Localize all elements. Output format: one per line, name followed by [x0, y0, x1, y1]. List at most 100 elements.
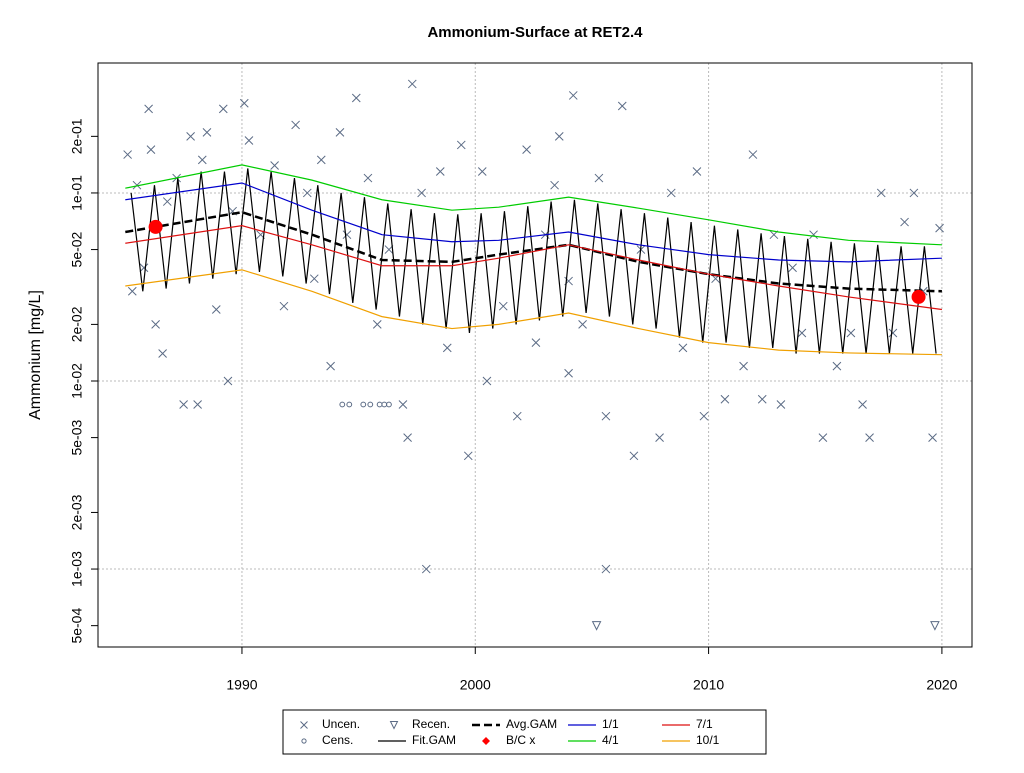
legend-label: Recen.	[412, 717, 450, 731]
legend-label: Uncen.	[322, 717, 360, 731]
point	[403, 433, 412, 442]
series-line	[125, 225, 942, 311]
point	[339, 401, 346, 408]
y-tick-label: 2e-01	[69, 118, 85, 154]
point	[739, 361, 748, 371]
point	[522, 145, 531, 154]
point	[692, 167, 702, 176]
point	[367, 401, 374, 408]
point	[564, 368, 573, 378]
legend: Uncen. Cens. Recen. Fit.GAM Avg.GAM B/C x 1/1 4…	[300, 717, 720, 747]
legend-label: Cens.	[322, 733, 353, 747]
legend-label: 7/1	[696, 717, 713, 731]
y-tick-label: 1e-02	[69, 363, 85, 399]
point	[482, 376, 492, 386]
chart-title: Ammonium-Surface at RET2.4	[427, 24, 643, 41]
point	[809, 230, 818, 240]
point	[930, 621, 940, 631]
y-tick-label: 1e-01	[69, 175, 85, 211]
point	[757, 394, 767, 404]
x-tick-label: 2010	[693, 677, 724, 693]
point	[531, 338, 541, 347]
point	[601, 564, 611, 574]
point	[363, 173, 373, 183]
point	[550, 180, 559, 190]
point	[346, 401, 353, 408]
point	[342, 230, 352, 240]
series-line	[130, 168, 937, 354]
legend-label: Avg.GAM	[506, 717, 557, 731]
point	[127, 286, 137, 296]
legend-swatch	[300, 721, 308, 729]
point	[123, 150, 132, 159]
point	[316, 155, 326, 165]
point	[591, 621, 602, 631]
point	[594, 173, 604, 183]
y-tick-label: 2e-02	[69, 306, 85, 342]
legend-swatch	[301, 738, 307, 744]
point	[302, 188, 312, 198]
point	[818, 433, 828, 442]
point	[666, 188, 676, 198]
y-tick-label: 1e-03	[69, 551, 85, 587]
point	[788, 263, 797, 273]
point	[162, 197, 172, 206]
legend-label: B/C x	[506, 733, 535, 747]
point	[417, 188, 426, 198]
point	[554, 131, 564, 141]
point	[876, 188, 886, 198]
point	[351, 93, 361, 103]
point	[442, 343, 452, 353]
point	[629, 451, 639, 461]
plot-frame	[97, 62, 973, 648]
point	[148, 219, 163, 234]
series-line	[125, 269, 942, 356]
legend-label: 4/1	[602, 733, 619, 747]
y-tick-label: 2e-03	[69, 494, 85, 530]
point	[900, 217, 909, 227]
point	[144, 104, 153, 114]
point	[846, 328, 856, 338]
x-tick-label: 2000	[460, 677, 491, 693]
point	[797, 328, 807, 338]
point	[151, 320, 160, 329]
point	[179, 400, 188, 409]
series-line	[125, 164, 942, 246]
point	[223, 376, 233, 386]
point	[865, 433, 874, 442]
point	[139, 263, 149, 273]
legend-label: 10/1	[696, 733, 720, 747]
series-line	[125, 182, 942, 263]
point	[858, 400, 867, 409]
point	[244, 136, 254, 145]
point	[776, 400, 786, 409]
x-tick-label: 2020	[926, 677, 957, 693]
point	[911, 289, 926, 304]
point	[211, 305, 221, 314]
point	[678, 343, 688, 353]
point	[335, 128, 345, 137]
point	[935, 223, 944, 233]
point	[720, 394, 730, 404]
point	[291, 120, 300, 130]
point	[279, 301, 289, 311]
point	[699, 411, 709, 421]
point	[384, 245, 394, 254]
y-axis-label: Ammonium [mg/L]	[27, 290, 44, 420]
y-tick-label: 5e-03	[69, 419, 85, 455]
point	[360, 401, 367, 408]
point	[146, 145, 156, 154]
point	[748, 150, 758, 159]
point	[655, 433, 664, 442]
point	[407, 79, 417, 89]
point	[435, 167, 445, 176]
point	[386, 401, 392, 408]
point	[158, 349, 167, 358]
point	[421, 564, 431, 574]
legend-label: 1/1	[602, 717, 619, 731]
point	[617, 101, 627, 111]
point	[309, 274, 319, 284]
y-tick-label: 5e-02	[69, 231, 85, 267]
